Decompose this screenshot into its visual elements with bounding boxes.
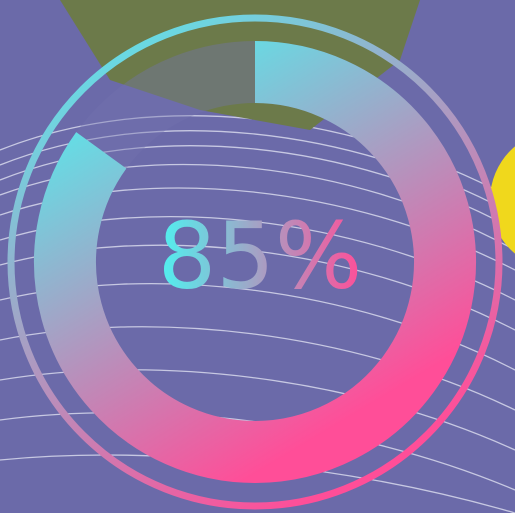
outer-ring bbox=[7, 14, 503, 510]
progress-arc bbox=[34, 41, 476, 483]
marks bbox=[34, 41, 476, 483]
value-label: 85% bbox=[158, 202, 362, 309]
